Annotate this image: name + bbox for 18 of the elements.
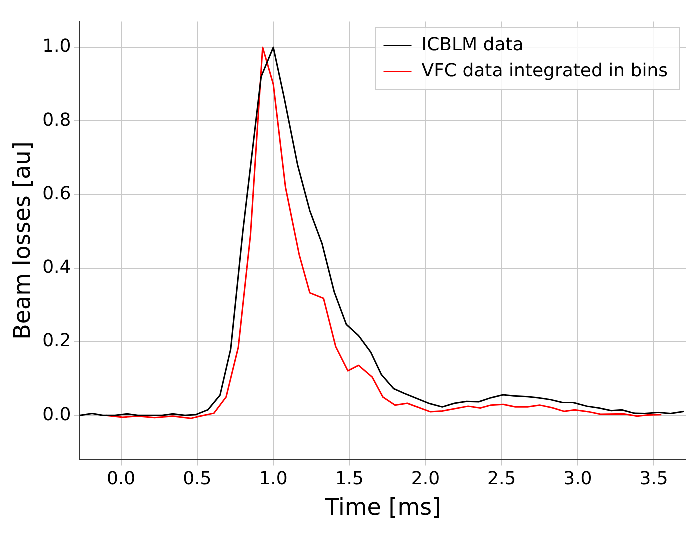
x-axis-title: Time [ms] [324, 495, 442, 522]
x-tick-label: 0.0 [107, 468, 136, 490]
y-tick-label: 0.6 [42, 183, 72, 204]
legend-label: ICBLM data [422, 34, 524, 56]
y-tick-label: 0.4 [42, 257, 72, 278]
y-tick-label: 0.2 [42, 330, 72, 352]
x-tick-label: 2.0 [411, 468, 440, 490]
y-axis-title: Beam losses [au] [10, 142, 36, 340]
x-tick-label: 1.0 [259, 468, 288, 490]
y-tick-label: 0.0 [42, 404, 72, 426]
x-tick-label: 2.5 [488, 468, 516, 490]
y-tick-label: 1.0 [42, 36, 72, 58]
x-tick-label: 3.5 [640, 468, 668, 490]
legend-label: VFC data integrated in bins [422, 60, 668, 82]
x-tick-label: 0.5 [183, 468, 212, 490]
y-tick-label: 0.8 [42, 110, 72, 131]
x-tick-label: 3.0 [564, 468, 592, 490]
x-tick-label: 1.5 [335, 468, 364, 490]
